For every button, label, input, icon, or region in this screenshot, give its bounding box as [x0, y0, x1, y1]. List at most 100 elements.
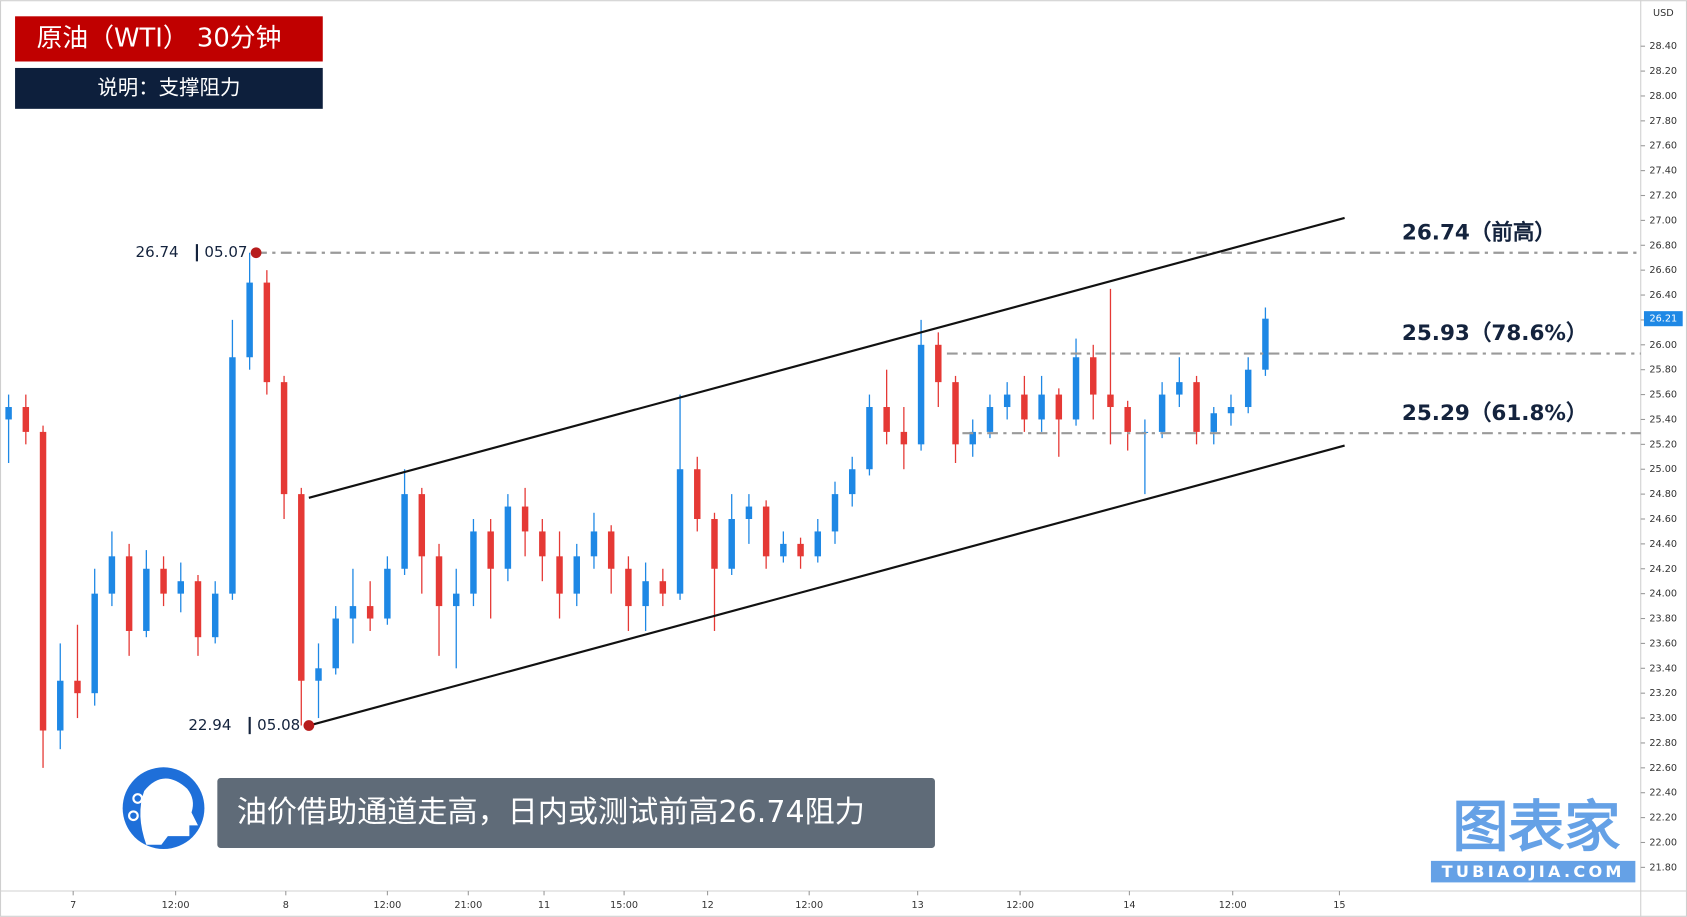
candle-body: [642, 581, 649, 607]
candle-body: [694, 469, 701, 519]
y-tick-label: 28.20: [1649, 66, 1677, 77]
candle-body: [384, 568, 391, 619]
level-label: 25.93（78.6%）: [1402, 321, 1588, 346]
candle-body: [366, 606, 374, 619]
candle-body: [487, 531, 494, 569]
candle-body: [831, 494, 839, 532]
candle-body: [418, 494, 426, 557]
candle-body: [539, 531, 546, 557]
y-tick-label: 23.60: [1649, 638, 1677, 649]
candle-body: [1055, 394, 1063, 420]
candle-body: [1244, 369, 1252, 408]
caption-box: [217, 778, 935, 848]
candle-body: [797, 543, 804, 557]
candle-body: [246, 282, 253, 358]
x-tick-label: 7: [70, 900, 76, 911]
y-tick-label: 23.20: [1649, 688, 1677, 699]
candle-body: [556, 556, 563, 594]
candle-body: [1227, 407, 1235, 414]
watermark-bar: [1430, 860, 1636, 883]
candle-body: [590, 531, 598, 557]
y-tick-label: 27.00: [1649, 215, 1677, 226]
y-unit: USD: [1653, 8, 1674, 19]
candle-body: [952, 382, 959, 445]
candle-body: [848, 469, 856, 495]
candle-body: [745, 506, 753, 519]
chart-title: 原油（WTI） 30分钟: [37, 23, 282, 53]
candle-body: [1210, 413, 1217, 432]
candle-body: [143, 568, 150, 631]
y-tick-label: 22.80: [1649, 738, 1677, 749]
last-price-box: [1643, 311, 1683, 327]
x-tick-label: 12:00: [1219, 900, 1247, 911]
y-tick-label: 26.40: [1649, 290, 1677, 301]
y-tick-label: 26.00: [1649, 340, 1677, 351]
candle-body: [229, 357, 236, 594]
candle-body: [1107, 394, 1114, 408]
extreme-date: 05.07: [204, 243, 247, 261]
y-tick-label: 24.60: [1649, 514, 1677, 525]
candle-body: [57, 680, 64, 731]
x-tick-label: 21:00: [454, 900, 482, 911]
candle-body: [883, 407, 890, 432]
caption: 油价借助通道走高，日内或测试前高26.74阻力: [237, 795, 865, 830]
watermark-brand: 图表家: [1452, 795, 1620, 860]
candle-body: [298, 494, 305, 681]
assistant-icon: [122, 767, 205, 850]
candle-body: [504, 506, 512, 569]
candle-body: [108, 556, 116, 594]
candle-body: [74, 680, 81, 694]
x-tick-label: 12:00: [373, 900, 401, 911]
y-tick-label: 24.80: [1649, 489, 1677, 500]
x-tick-label: 12:00: [1006, 900, 1034, 911]
candle-body: [866, 407, 873, 470]
y-tick-label: 27.40: [1649, 166, 1677, 177]
candle-body: [780, 543, 787, 557]
level-label: 26.74（前高）: [1402, 219, 1556, 245]
title-box: [15, 16, 323, 62]
x-tick-label: 8: [283, 900, 289, 911]
candle-body: [711, 518, 718, 569]
icon-node: [132, 793, 144, 804]
candle-body: [5, 407, 12, 420]
candle-body: [1072, 357, 1080, 420]
candle-body: [728, 518, 735, 569]
y-tick-label: 25.00: [1649, 464, 1677, 475]
candle-body: [1262, 318, 1269, 370]
candle-body: [349, 606, 357, 619]
y-tick-label: 22.20: [1649, 813, 1677, 824]
subtitle-box: [15, 67, 323, 109]
x-tick-label: 13: [911, 900, 923, 911]
y-tick-label: 25.40: [1649, 414, 1677, 425]
channel-line: [308, 216, 1345, 499]
y-tick-label: 27.20: [1649, 191, 1677, 202]
watermark-site: TUBIAOJIA.COM: [1442, 862, 1625, 881]
candle-body: [1158, 394, 1166, 432]
x-tick-label: 11: [538, 900, 550, 911]
extreme-value: 22.94: [188, 716, 231, 734]
candle-body: [160, 568, 167, 594]
candle-body: [762, 506, 770, 557]
candle-body: [625, 568, 632, 607]
candle-body: [521, 506, 529, 532]
candle-body: [935, 344, 942, 383]
y-tick-label: 28.00: [1649, 91, 1677, 102]
candle-body: [1038, 394, 1045, 420]
candle-body: [22, 407, 30, 432]
candle-body: [39, 431, 47, 731]
candle-body: [676, 469, 684, 594]
candle-body: [470, 531, 477, 594]
y-tick-label: 28.40: [1649, 41, 1677, 52]
x-tick-label: 15:00: [610, 900, 638, 911]
candle-body: [607, 531, 615, 569]
candle-body: [969, 431, 976, 445]
y-tick-label: 25.20: [1649, 439, 1677, 450]
candle-body: [401, 494, 408, 569]
candle-body: [573, 556, 580, 594]
candle-body: [125, 556, 133, 631]
y-tick-label: 24.40: [1649, 539, 1677, 550]
candle-body: [263, 282, 271, 383]
candle-body: [1176, 382, 1183, 395]
